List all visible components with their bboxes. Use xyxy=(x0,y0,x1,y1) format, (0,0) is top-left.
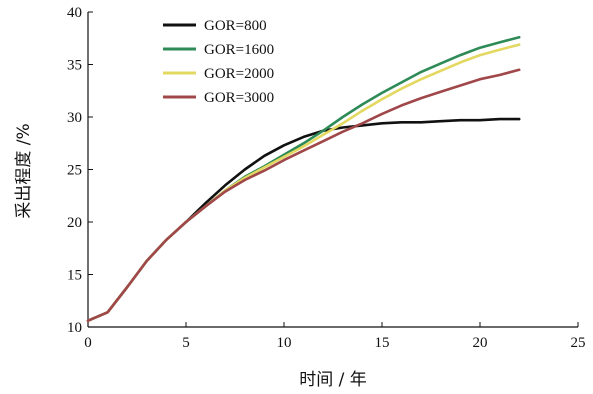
legend-label: GOR=800 xyxy=(204,18,267,34)
x-tick-label: 25 xyxy=(571,335,586,351)
series-line-gor-2000 xyxy=(86,43,521,323)
y-tick-label: 20 xyxy=(67,215,82,231)
legend-label: GOR=2000 xyxy=(204,66,274,82)
x-tick-label: 0 xyxy=(84,335,92,351)
x-axis-title: 时间 / 年 xyxy=(299,370,367,390)
y-axis-title: 采出程度 /% xyxy=(14,123,34,218)
x-tick-label: 10 xyxy=(277,335,292,351)
y-axis-ticks: 10 15 20 25 30 35 40 xyxy=(67,5,93,336)
x-axis-ticks: 0 5 10 15 20 25 xyxy=(84,322,586,351)
y-tick-label: 40 xyxy=(67,5,82,21)
series-lines xyxy=(86,35,521,323)
y-tick-label: 15 xyxy=(67,268,82,284)
y-tick-label: 35 xyxy=(67,58,82,74)
x-tick-label: 20 xyxy=(473,335,488,351)
y-tick-label: 25 xyxy=(67,163,82,179)
x-tick-label: 15 xyxy=(375,335,390,351)
y-tick-label: 30 xyxy=(67,110,82,126)
legend: GOR=800 GOR=1600 GOR=2000 GOR=3000 xyxy=(163,18,274,106)
y-tick-label: 10 xyxy=(67,320,82,336)
legend-label: GOR=1600 xyxy=(204,42,274,58)
series-line-gor-3000 xyxy=(86,68,521,323)
legend-label: GOR=3000 xyxy=(204,90,274,106)
x-tick-label: 5 xyxy=(182,335,190,351)
series-line-gor-1600 xyxy=(86,35,521,323)
